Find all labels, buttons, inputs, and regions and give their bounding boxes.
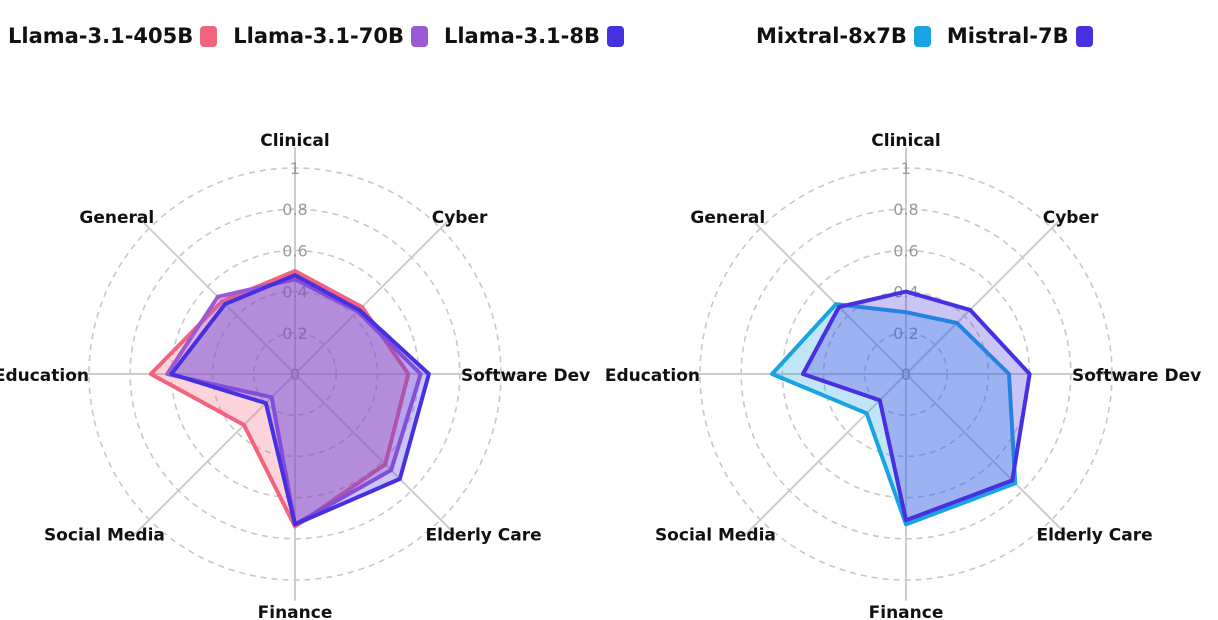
series-polygon-mistral-7b	[801, 289, 1032, 523]
axis-spoke	[294, 213, 456, 375]
legend-swatch	[200, 25, 218, 47]
legend-item: Llama-3.1-70B	[233, 24, 428, 48]
tick-label: 0	[290, 365, 300, 384]
tick-label: 0.2	[893, 324, 918, 343]
legend-right: Mixtral-8x7B Mistral-7B	[756, 18, 1093, 54]
axis-label-software-dev: Software Dev	[1072, 366, 1201, 386]
legend-item: Mixtral-8x7B	[756, 24, 931, 48]
axis-label-general: General	[79, 208, 154, 228]
axis-label-software-dev: Software Dev	[461, 366, 590, 386]
tick-label: 1	[290, 159, 300, 178]
legend-left: Llama-3.1-405B Llama-3.1-70B Llama-3.1-8B	[8, 18, 625, 54]
axis-label-elderly-care: Elderly Care	[425, 526, 541, 546]
axis-label-cyber: Cyber	[432, 208, 488, 228]
tick-label: 0.4	[282, 283, 307, 302]
axis-label-social-media: Social Media	[44, 526, 165, 546]
axis-label-clinical: Clinical	[260, 131, 329, 151]
axis-label-cyber: Cyber	[1043, 208, 1099, 228]
legend-swatch	[410, 25, 428, 47]
axis-spoke	[745, 213, 907, 375]
legend-label: Mixtral-8x7B	[756, 24, 907, 48]
legend-label: Llama-3.1-70B	[233, 24, 404, 48]
legend-swatch	[1075, 25, 1093, 47]
axis-spoke	[134, 373, 296, 535]
legend-label: Mistral-7B	[946, 24, 1069, 48]
legend-swatch	[607, 25, 625, 47]
axis-label-social-media: Social Media	[655, 526, 776, 546]
tick-label: 0.8	[893, 200, 918, 219]
tick-label: 0.6	[282, 241, 307, 260]
axis-label-education: Education	[605, 366, 700, 386]
legend-item: Llama-3.1-405B	[8, 24, 218, 48]
axis-label-finance: Finance	[258, 603, 333, 620]
axis-label-elderly-care: Elderly Care	[1036, 526, 1152, 546]
series-polygon-llama-3-1-8b	[169, 273, 431, 527]
axis-spoke	[905, 373, 1067, 535]
legend-swatch	[913, 25, 931, 47]
tick-label: 0.6	[893, 241, 918, 260]
legend-label: Llama-3.1-405B	[8, 24, 194, 48]
tick-label: 0.8	[282, 200, 307, 219]
legend-item: Mistral-7B	[947, 24, 1093, 48]
axis-label-clinical: Clinical	[871, 131, 940, 151]
radar-chart-1: 0 0.2 0.4 0.6 0.8 1 Clinical Cyber Software Dev E…	[0, 131, 590, 620]
axis-label-education: Education	[0, 366, 89, 386]
tick-label: 0	[901, 365, 911, 384]
axis-spoke	[905, 213, 1067, 375]
legend-item: Llama-3.1-8B	[443, 24, 625, 48]
series-polygon-mixtral-8x7b	[770, 302, 1018, 527]
legend-label: Llama-3.1-8B	[443, 24, 601, 48]
axis-label-general: General	[690, 208, 765, 228]
axis-spoke	[134, 213, 296, 375]
tick-label: 1	[901, 159, 911, 178]
tick-label: 0.2	[282, 324, 307, 343]
axis-spoke	[294, 373, 456, 535]
axis-label-finance: Finance	[869, 603, 944, 620]
